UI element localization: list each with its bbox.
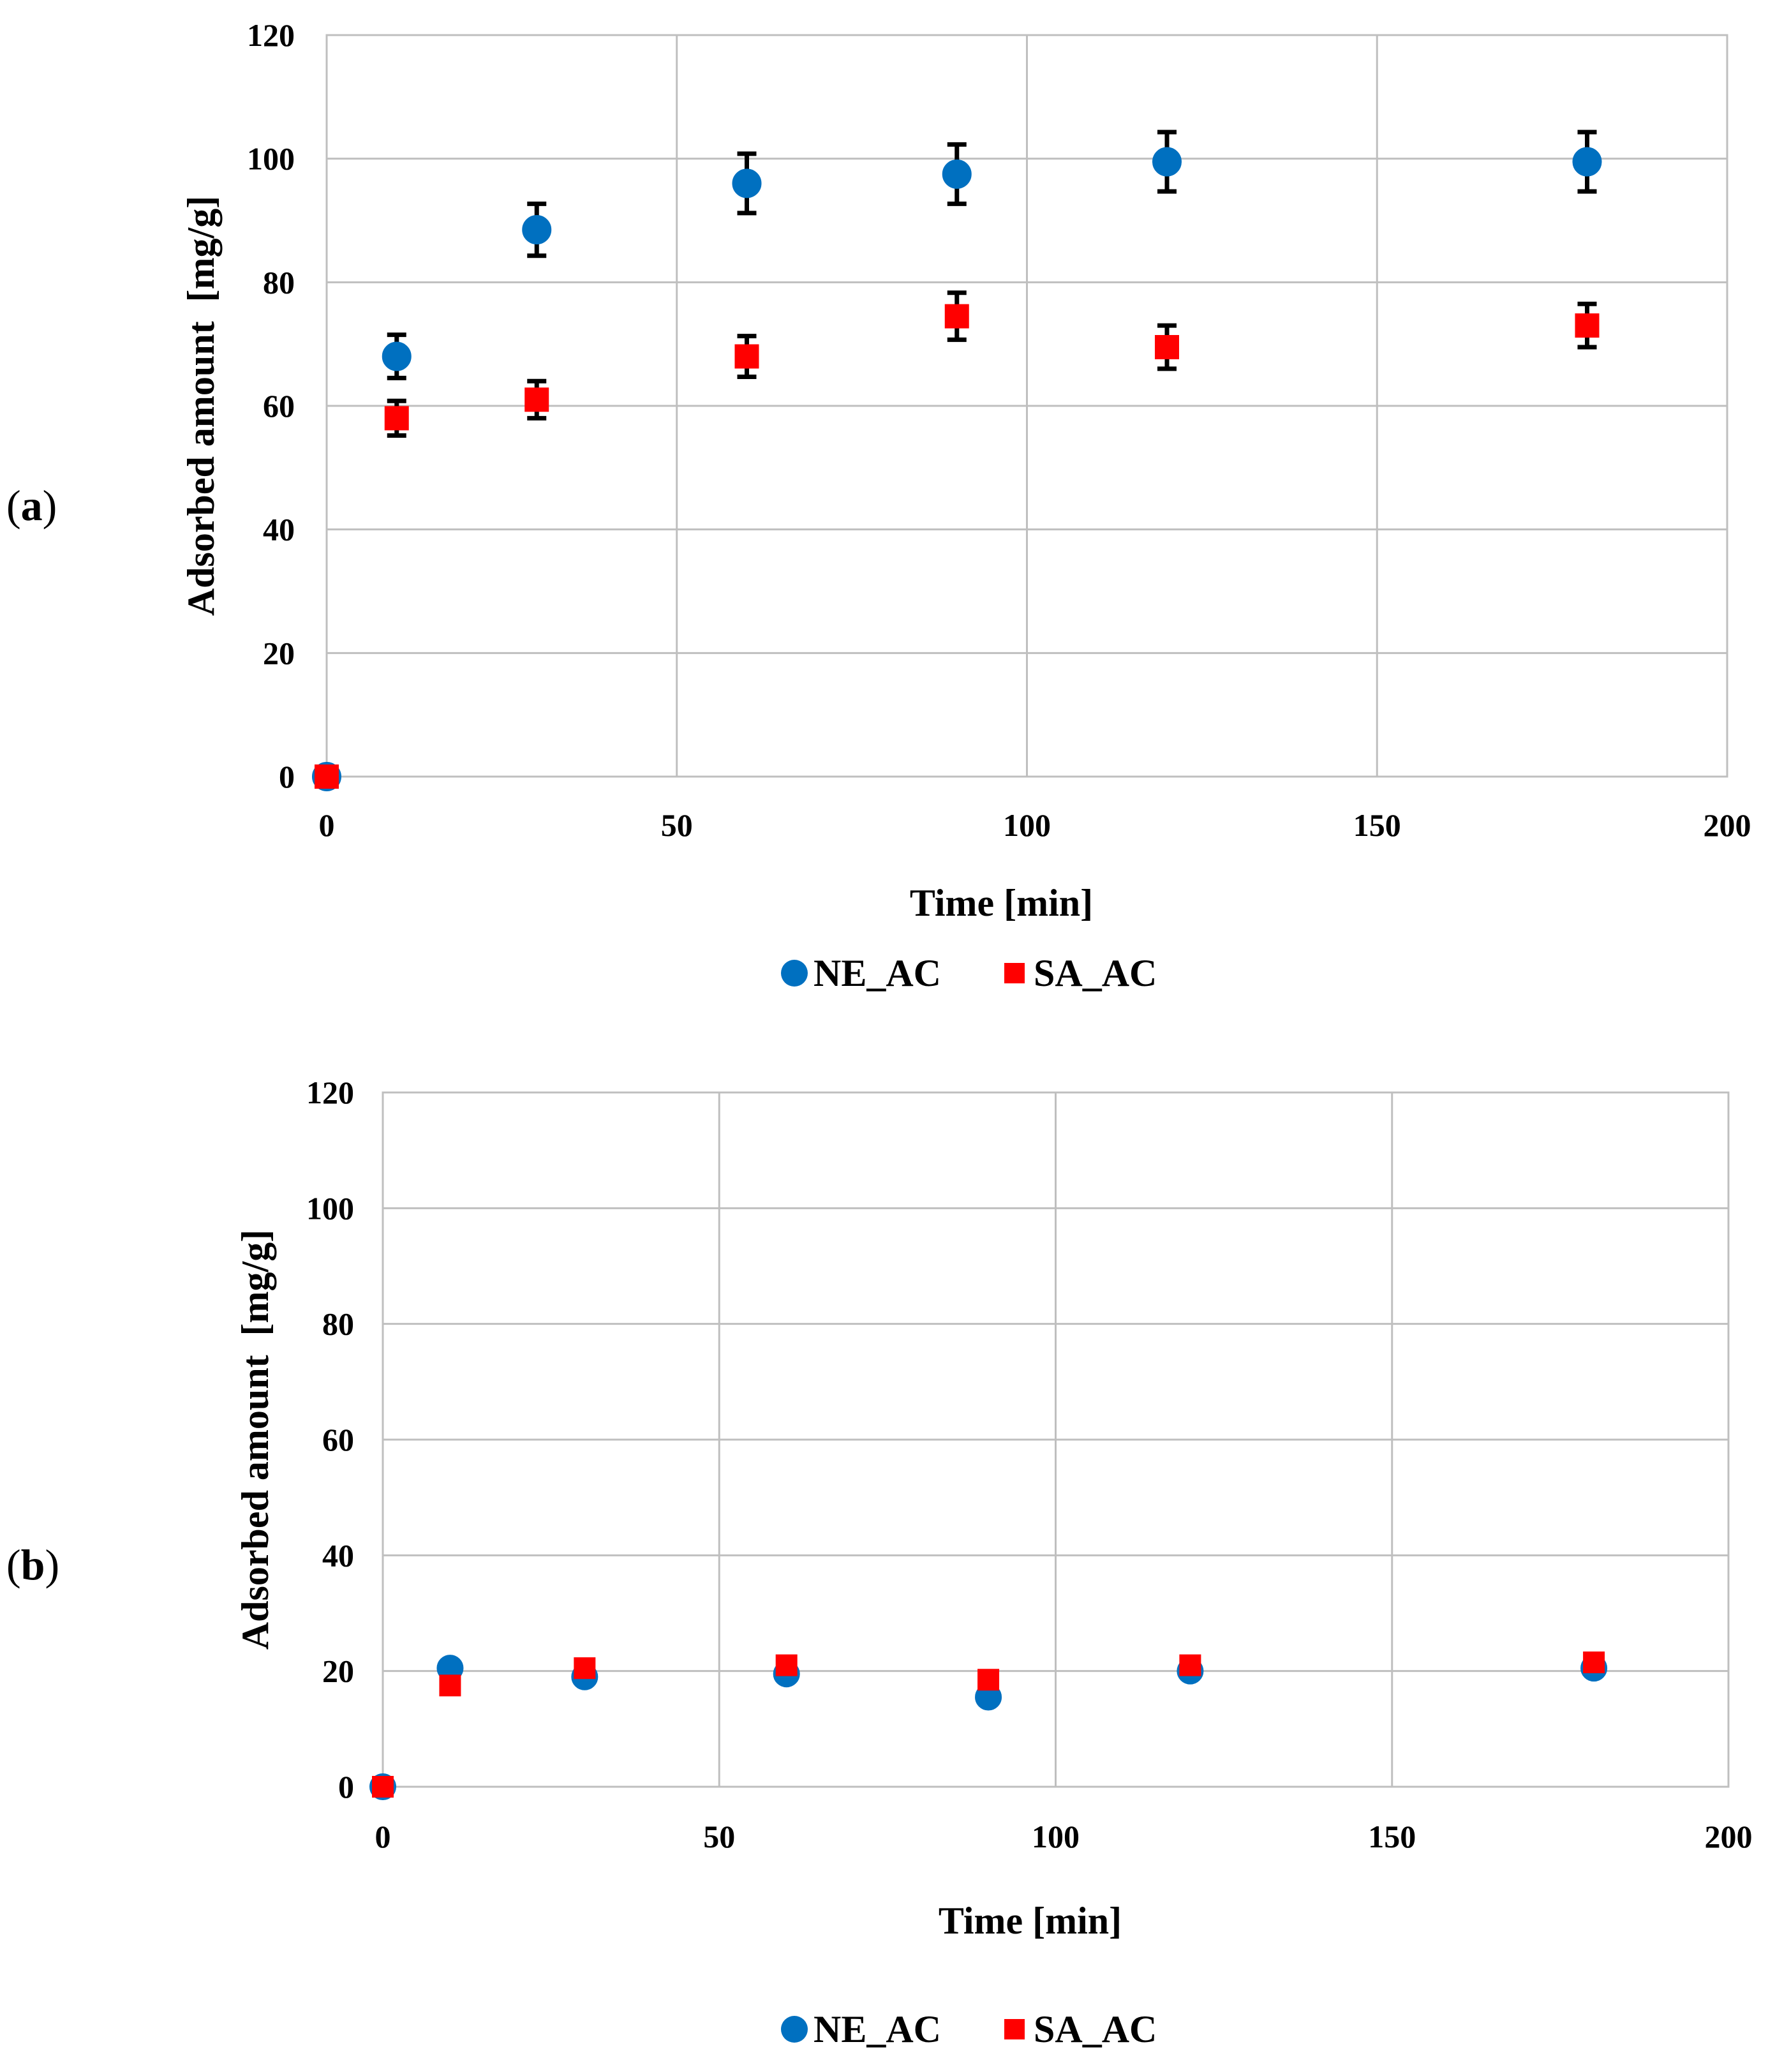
x-tick-label: 50 <box>703 1819 735 1854</box>
x-tick-label: 200 <box>1705 1819 1753 1854</box>
y-tick-label: 20 <box>322 1653 354 1689</box>
panel-label: (a) <box>6 481 57 530</box>
chart-panel-a: (a) 0 20 40 60 80 100 120 0 50 100 150 200 Time [min]… <box>6 17 1751 994</box>
y-tick-label: 0 <box>279 759 295 794</box>
y-tick-label: 60 <box>322 1422 354 1457</box>
data-point-sa-ac <box>524 387 549 412</box>
y-tick-label: 80 <box>322 1306 354 1342</box>
x-tick-label: 50 <box>661 807 693 843</box>
y-tick-label: 40 <box>322 1537 354 1573</box>
y-tick-label: 20 <box>263 635 295 671</box>
data-point-sa-ac <box>372 1776 394 1798</box>
y-axis-title: Adsorbed amount [mg/g] <box>234 1230 276 1650</box>
y-tick-label: 80 <box>263 264 295 300</box>
data-point-sa-ac <box>384 406 409 431</box>
data-point-sa-ac <box>1179 1654 1201 1676</box>
legend-label: SA_AC <box>1034 2008 1157 2050</box>
x-tick-label: 150 <box>1353 807 1401 843</box>
data-point-sa-ac <box>775 1654 798 1676</box>
panel-label-letter: b <box>21 1540 45 1589</box>
y-tick-label: 120 <box>247 17 295 53</box>
data-point-sa-ac <box>439 1674 461 1697</box>
series-sa-ac <box>315 290 1600 789</box>
legend-marker-square <box>1004 963 1025 983</box>
data-point-sa-ac <box>977 1669 1000 1691</box>
x-axis-title: Time [min] <box>910 882 1093 924</box>
x-tick-label: 150 <box>1368 1819 1416 1854</box>
data-point-sa-ac <box>315 764 339 789</box>
x-tick-label: 100 <box>1032 1819 1080 1854</box>
data-point-ne-ac <box>732 168 762 198</box>
y-tick-label: 60 <box>263 388 295 424</box>
x-tick-label: 0 <box>319 807 335 843</box>
data-point-ne-ac <box>382 341 412 371</box>
series-sa-ac <box>372 1651 1605 1798</box>
y-tick-label: 40 <box>263 512 295 548</box>
panel-label: (b) <box>6 1540 59 1589</box>
data-point-ne-ac <box>1572 147 1602 177</box>
data-point-ne-ac <box>522 215 552 245</box>
legend-marker-square <box>1004 2019 1025 2039</box>
data-point-sa-ac <box>574 1657 596 1680</box>
x-axis-title: Time [min] <box>939 1900 1122 1942</box>
data-point-sa-ac <box>1583 1651 1605 1674</box>
y-tick-label: 100 <box>247 141 295 177</box>
x-tick-label: 200 <box>1704 807 1751 843</box>
legend: NE_AC SA_AC <box>781 2008 1157 2050</box>
data-point-sa-ac <box>1155 335 1179 360</box>
x-tick-label: 100 <box>1003 807 1051 843</box>
data-point-ne-ac <box>1152 147 1182 177</box>
legend: NE_AC SA_AC <box>781 952 1157 994</box>
legend-marker-circle <box>781 960 808 987</box>
data-point-sa-ac <box>1575 313 1600 338</box>
legend-label: SA_AC <box>1034 952 1157 994</box>
data-point-ne-ac <box>942 159 972 189</box>
data-point-sa-ac <box>734 344 759 369</box>
legend-label: NE_AC <box>813 2008 941 2050</box>
x-tick-label: 0 <box>375 1819 391 1854</box>
y-tick-label: 120 <box>306 1075 354 1110</box>
legend-marker-circle <box>781 2016 808 2043</box>
legend-label: NE_AC <box>813 952 941 994</box>
panel-label-letter: a <box>21 481 43 530</box>
chart-panel-b: (b) 0 20 40 60 80 100 120 0 50 100 150 200 Time [min]… <box>6 1075 1753 2050</box>
y-axis-title: Adsorbed amount [mg/g] <box>180 196 222 616</box>
y-tick-label: 0 <box>338 1769 354 1805</box>
data-point-sa-ac <box>944 304 969 329</box>
y-tick-label: 100 <box>306 1190 354 1226</box>
